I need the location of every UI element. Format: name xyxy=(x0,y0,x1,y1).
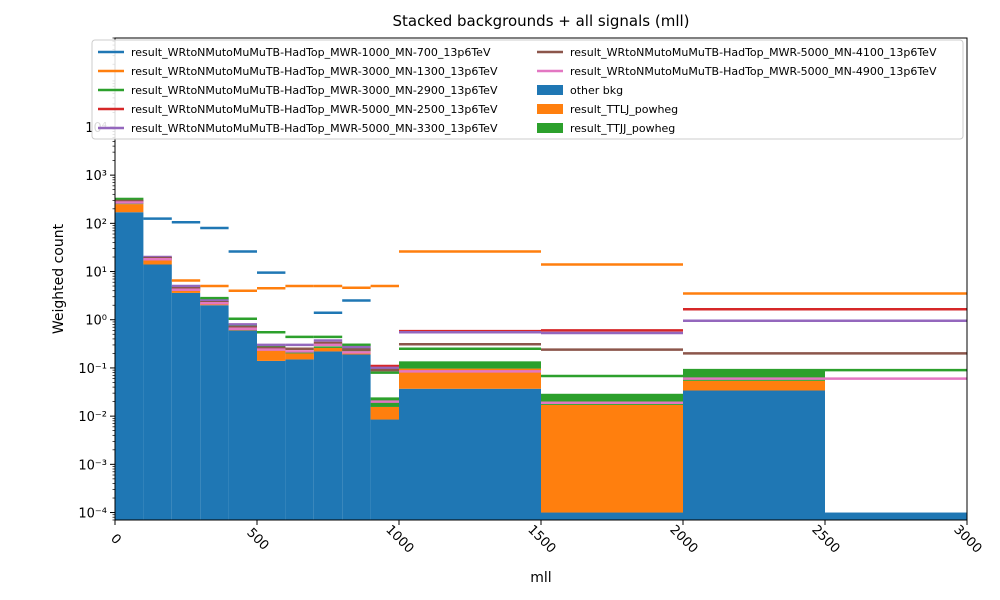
bkg-bar-0-1 xyxy=(143,264,172,520)
y-tick-label: 10⁻⁴ xyxy=(78,507,107,522)
legend-label: result_WRtoNMutoMuMuTB-HadTop_MWR-3000_M… xyxy=(131,84,498,97)
bkg-bar-2-12 xyxy=(683,370,825,381)
bkg-bar-1-12 xyxy=(683,380,825,391)
bkg-bar-0-12 xyxy=(683,390,825,520)
legend: result_WRtoNMutoMuMuTB-HadTop_MWR-1000_M… xyxy=(91,39,964,140)
legend-patch-swatch xyxy=(537,123,563,133)
bkg-bar-1-5 xyxy=(257,348,286,361)
legend-label: result_WRtoNMutoMuMuTB-HadTop_MWR-5000_M… xyxy=(131,122,498,135)
x-tick-label: 1500 xyxy=(524,523,558,557)
bkg-bar-0-11 xyxy=(541,512,683,520)
bkg-bar-0-7 xyxy=(313,351,343,520)
bkg-bar-0-0 xyxy=(115,212,144,520)
bkg-bar-0-5 xyxy=(257,360,286,520)
bkg-bar-0-13 xyxy=(825,512,967,520)
x-tick-label: 3000 xyxy=(950,523,984,557)
x-tick-label: 2000 xyxy=(666,523,700,557)
y-tick-label: 10⁻³ xyxy=(78,458,107,473)
bkg-bar-0-4 xyxy=(228,330,257,520)
legend-label: other bkg xyxy=(570,84,623,97)
bkg-bar-0-2 xyxy=(171,292,201,520)
bkg-bar-0-9 xyxy=(370,419,399,520)
y-tick-label: 10¹ xyxy=(85,266,107,281)
legend-label: result_TTJJ_powheg xyxy=(570,122,675,135)
chart-title: Stacked backgrounds + all signals (mll) xyxy=(392,12,689,30)
x-tick-label: 500 xyxy=(243,525,271,553)
legend-label: result_TTLJ_powheg xyxy=(570,103,678,116)
bkg-bar-2-7 xyxy=(313,346,343,348)
plot-area xyxy=(115,197,967,520)
legend-patch-swatch xyxy=(537,85,563,95)
x-axis-label: mll xyxy=(530,570,551,586)
bkg-bar-1-10 xyxy=(399,368,541,389)
legend-label: result_WRtoNMutoMuMuTB-HadTop_MWR-5000_M… xyxy=(131,103,498,116)
legend-label: result_WRtoNMutoMuMuTB-HadTop_MWR-1000_M… xyxy=(131,46,491,59)
bkg-bar-1-11 xyxy=(541,404,683,513)
x-tick-label: 0 xyxy=(107,531,123,547)
bkg-bar-2-10 xyxy=(399,361,541,369)
bkg-bar-0-10 xyxy=(399,388,541,520)
bkg-bar-1-0 xyxy=(115,204,144,213)
y-tick-label: 10⁻² xyxy=(78,410,107,425)
bkg-bar-1-7 xyxy=(313,347,343,352)
y-tick-label: 10³ xyxy=(85,169,107,184)
legend-label: result_WRtoNMutoMuMuTB-HadTop_MWR-5000_M… xyxy=(570,46,937,59)
legend-patch-swatch xyxy=(537,104,563,114)
legend-label: result_WRtoNMutoMuMuTB-HadTop_MWR-3000_M… xyxy=(131,65,498,78)
y-tick-label: 10⁻¹ xyxy=(78,362,107,377)
bkg-bar-1-9 xyxy=(370,406,399,420)
bkg-bar-2-11 xyxy=(541,393,683,405)
y-tick-label: 10⁰ xyxy=(85,314,107,329)
legend-label: result_WRtoNMutoMuMuTB-HadTop_MWR-5000_M… xyxy=(570,65,937,78)
legend-box xyxy=(91,39,964,140)
y-axis-label: Weighted count xyxy=(51,223,67,334)
x-tick-label: 1000 xyxy=(382,523,416,557)
bkg-bar-0-6 xyxy=(285,359,314,520)
x-tick-label: 2500 xyxy=(808,523,842,557)
bkg-bar-0-3 xyxy=(200,305,229,520)
y-tick-label: 10² xyxy=(85,217,107,232)
bkg-bar-1-1 xyxy=(143,259,172,265)
bkg-bar-1-6 xyxy=(285,353,314,360)
bkg-bar-0-8 xyxy=(342,354,371,520)
